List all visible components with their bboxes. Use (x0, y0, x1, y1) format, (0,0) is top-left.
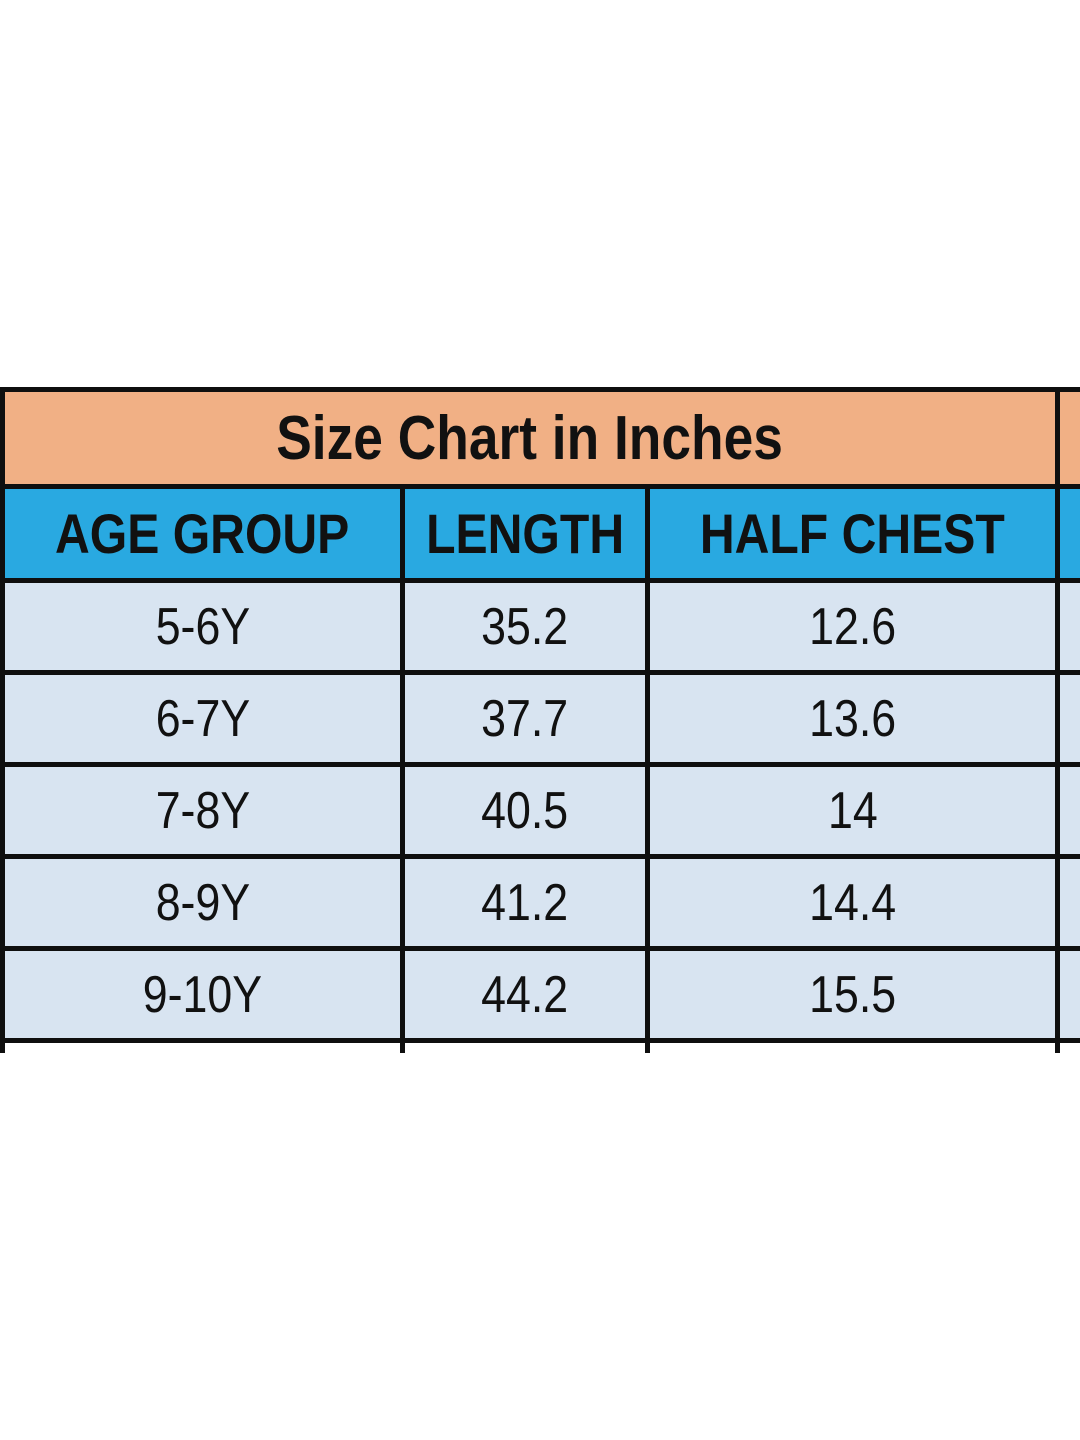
length-cell: 37.7 (400, 670, 650, 767)
clipped-column-cell (1055, 946, 1080, 1043)
half-chest-cell: 12.6 (644, 578, 1061, 675)
length-cell: 40.5 (400, 762, 650, 859)
table-title: Size Chart in Inches (0, 387, 1061, 489)
length-cell: 41.2 (400, 854, 650, 951)
age-group-cell: 9-10Y (0, 946, 405, 1043)
column-header-age-group: AGE GROUP (0, 484, 405, 583)
table-row: 9-10Y 44.2 15.5 (0, 946, 1080, 1043)
table-row: 5-6Y 35.2 12.6 (0, 578, 1080, 675)
column-header-half-chest: HALF CHEST (644, 484, 1061, 583)
clipped-column-cell (1055, 387, 1080, 489)
table-row: 8-9Y 41.2 14.4 (0, 854, 1080, 951)
clipped-column-cell (1055, 670, 1080, 767)
age-group-cell: 6-7Y (0, 670, 405, 767)
clipped-next-row (0, 1038, 1080, 1053)
age-group-cell: 5-6Y (0, 578, 405, 675)
clipped-column-cell (1055, 854, 1080, 951)
length-cell: 44.2 (400, 946, 650, 1043)
column-header-length: LENGTH (400, 484, 650, 583)
table-header-row: AGE GROUP LENGTH HALF CHEST (0, 484, 1080, 583)
table-title-row: Size Chart in Inches (0, 387, 1080, 489)
size-chart: Size Chart in Inches AGE GROUP LENGTH HA… (0, 387, 1080, 1053)
size-chart-table: Size Chart in Inches AGE GROUP LENGTH HA… (0, 387, 1080, 1053)
clipped-column-cell (1055, 578, 1080, 675)
half-chest-cell: 14.4 (644, 854, 1061, 951)
half-chest-cell: 14 (644, 762, 1061, 859)
age-group-cell: 7-8Y (0, 762, 405, 859)
half-chest-cell: 13.6 (644, 670, 1061, 767)
length-cell: 35.2 (400, 578, 650, 675)
table-row: 7-8Y 40.5 14 (0, 762, 1080, 859)
clipped-column-cell (1055, 762, 1080, 859)
age-group-cell: 8-9Y (0, 854, 405, 951)
half-chest-cell: 15.5 (644, 946, 1061, 1043)
clipped-column-cell (1055, 484, 1080, 583)
table-row: 6-7Y 37.7 13.6 (0, 670, 1080, 767)
